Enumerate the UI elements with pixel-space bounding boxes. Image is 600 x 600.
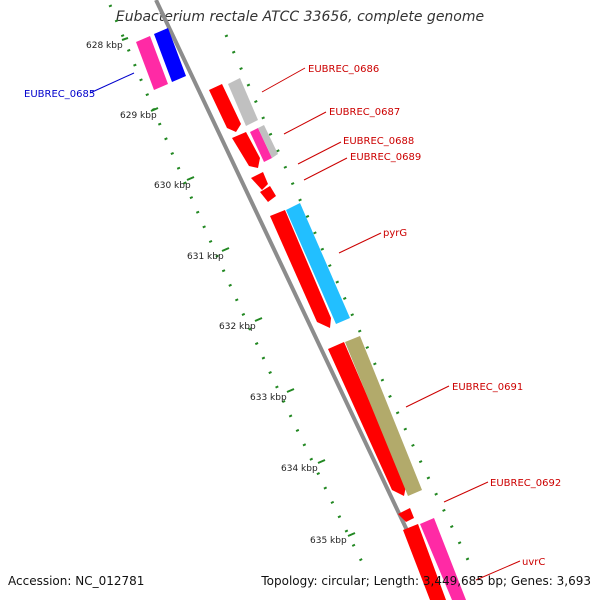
tick-labels: 628 kbp 629 kbp 630 kbp 631 kbp 632 kbp … (86, 41, 347, 546)
gene-EUBREC_0685 (154, 28, 186, 82)
accession-text: Accession: NC_012781 (8, 574, 145, 588)
tick-mark (286, 388, 295, 393)
leader-pyrG (338, 232, 382, 254)
leader-EUBREC_0686 (261, 67, 306, 93)
summary-text: Topology: circular; Length: 3,449,685 bp… (261, 574, 591, 588)
tick-mark (121, 37, 129, 41)
leader-EUBREC_0691 (405, 385, 450, 408)
leader-uvrC (475, 560, 521, 581)
tick-label: 635 kbp (310, 536, 347, 546)
gene-EUBREC_0687-annot-b (258, 125, 278, 158)
gene-label-EUBREC_0688: EUBREC_0688 (343, 136, 414, 147)
tick-mark (221, 247, 230, 252)
leader-lines (89, 67, 521, 581)
gene-label-EUBREC_0689: EUBREC_0689 (350, 152, 421, 163)
leader-EUBREC_0688 (297, 141, 342, 165)
tick-label: 628 kbp (86, 41, 123, 51)
gene-pyrG (270, 210, 331, 328)
feature-track-outer (136, 28, 186, 90)
tick-label: 633 kbp (250, 393, 287, 403)
gene-label-uvrC: uvrC (522, 557, 545, 568)
tick-label: 630 kbp (154, 181, 191, 191)
tick-mark (186, 176, 195, 181)
gene-label-EUBREC_0691: EUBREC_0691 (452, 382, 523, 393)
tick-label: 629 kbp (120, 111, 157, 121)
tick-mark (254, 317, 263, 322)
genome-backbone (154, 0, 442, 600)
gene-EUBREC_0685-rna (136, 36, 168, 90)
gene-label-EUBREC_0685: EUBREC_0685 (24, 89, 95, 100)
gene-EUBREC_0686-annot (228, 78, 258, 126)
gene-EUBREC_0686 (209, 84, 241, 132)
gene-EUBREC_0687-annot-a (250, 128, 272, 162)
tick-mark (347, 532, 356, 537)
gene-uvrC-annot (420, 518, 466, 600)
tick-mark (150, 107, 159, 112)
gene-label-EUBREC_0692: EUBREC_0692 (490, 478, 561, 489)
gene-EUBREC_0691-annot (345, 336, 422, 496)
gene-EUBREC_0691 (328, 342, 406, 496)
leader-EUBREC_0689 (303, 157, 348, 181)
gene-EUBREC_0689 (260, 186, 276, 202)
leader-EUBREC_0687 (283, 111, 327, 135)
leader-EUBREC_0685 (89, 72, 135, 94)
tick-label: 634 kbp (281, 464, 318, 474)
gene-EUBREC_0688 (251, 172, 268, 190)
tick-label: 632 kbp (219, 322, 256, 332)
gene-pyrG-annot (286, 203, 350, 324)
map-title: Eubacterium rectale ATCC 33656, complete… (115, 9, 485, 25)
feature-track-annotation (228, 78, 466, 600)
gene-uvrC (403, 524, 446, 600)
tick-label: 631 kbp (187, 252, 224, 262)
gene-EUBREC_0692 (398, 508, 414, 522)
gene-label-pyrG: pyrG (383, 228, 407, 239)
gene-label-EUBREC_0687: EUBREC_0687 (329, 107, 400, 118)
gene-label-EUBREC_0686: EUBREC_0686 (308, 64, 379, 75)
tick-mark (317, 459, 326, 464)
tick-marks (121, 37, 356, 537)
leader-EUBREC_0692 (443, 481, 489, 503)
gene-EUBREC_0687 (232, 132, 260, 168)
feature-track-cds (209, 84, 446, 600)
gene-labels: EUBREC_0685 EUBREC_0686 EUBREC_0687 EUBR… (24, 64, 561, 568)
